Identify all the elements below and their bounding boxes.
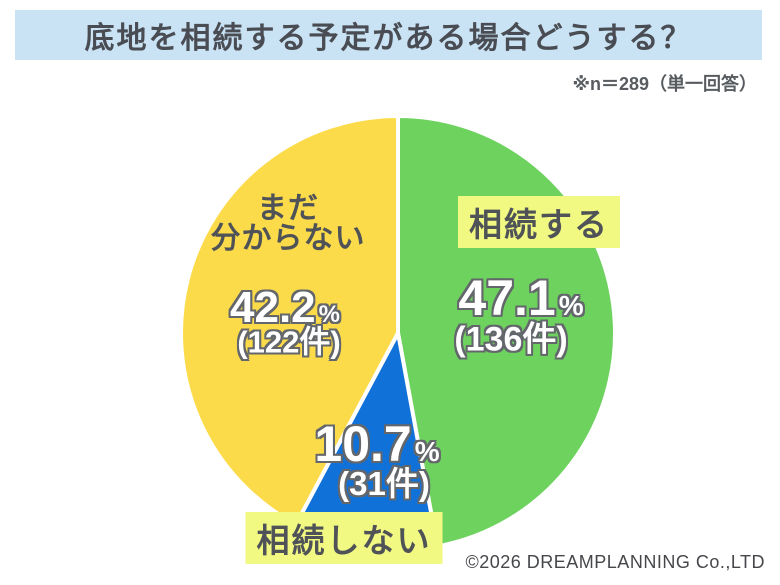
sample-size-note: ※n＝289（単一回答） [572, 74, 757, 94]
slice-count-inherit: (136件) [454, 320, 568, 359]
slice-count-undecided: (122件) [237, 324, 341, 360]
percent-sign: % [414, 436, 440, 467]
page-title: 底地を相続する予定がある場合どうする？ [84, 22, 693, 55]
slice-label-undecided-line1: まだ [257, 192, 319, 225]
slice-percent-undecided: 42.2% [230, 283, 340, 333]
slice-percent-not-inherit: 10.7% [314, 415, 439, 473]
pie-slice-2 [179, 114, 400, 527]
title-bar: 底地を相続する予定がある場合どうする？ [15, 10, 762, 60]
slice-label-not-inherit-text: 相続しない [256, 522, 432, 559]
copyright: ©2026 DREAMPLANNING Co.,LTD [465, 552, 765, 572]
slice-label-not-inherit: 相続しない [245, 512, 443, 564]
slice-count-not-inherit: (31件) [338, 465, 430, 502]
percent-value: 10.7 [314, 416, 412, 472]
percent-value: 47.1 [458, 270, 556, 326]
slice-label-inherit: 相続する [458, 196, 620, 248]
percent-sign: % [318, 301, 340, 328]
slice-label-undecided: まだ 分からない [211, 194, 366, 254]
percent-value: 42.2 [230, 283, 316, 332]
percent-sign: % [558, 290, 584, 321]
slice-percent-inherit: 47.1% [458, 269, 583, 327]
slice-label-inherit-text: 相続する [469, 206, 609, 243]
slice-label-undecided-line2: 分からない [210, 222, 366, 255]
